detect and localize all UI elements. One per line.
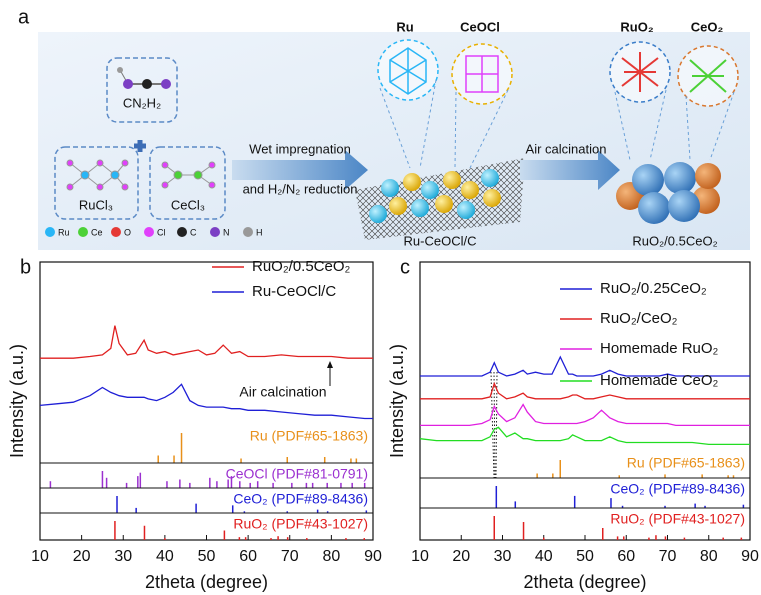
x-tick-label: 90	[741, 548, 759, 565]
element-label: Ru	[58, 227, 70, 237]
element-label: H	[256, 227, 263, 237]
sample-label: Ru-CeOCl/C	[404, 233, 477, 248]
x-tick-label: 80	[322, 548, 340, 565]
panel-label: b	[20, 256, 31, 278]
legend-label: Homemade RuO₂	[600, 340, 719, 357]
element-label: O	[124, 227, 131, 237]
legend-label: RuO₂/CeO₂	[600, 310, 678, 327]
reference-label: Ru (PDF#65-1863)	[250, 428, 368, 444]
x-tick-label: 80	[700, 548, 718, 565]
x-tick-label: 90	[364, 548, 382, 565]
legend-label: RuO₂/0.25CeO₂	[600, 280, 707, 297]
phase-label: CeO₂	[691, 19, 724, 34]
x-tick-label: 40	[156, 548, 174, 565]
reagent-label: RuCl₃	[79, 197, 113, 212]
x-axis-label: 2theta (degree)	[523, 572, 646, 592]
step-label: Air calcination	[526, 141, 607, 156]
x-tick-label: 70	[281, 548, 299, 565]
reference-label: CeO₂ (PDF#89-8436)	[233, 491, 368, 507]
x-tick-label: 50	[198, 548, 216, 565]
plot-frame	[420, 262, 750, 540]
y-axis-label: Intensity (a.u.)	[387, 344, 407, 458]
x-tick-label: 30	[494, 548, 512, 565]
x-tick-label: 30	[114, 548, 132, 565]
element-swatch	[243, 227, 253, 237]
step-label: and H₂/N₂ reduction	[243, 181, 358, 196]
reference-label: CeOCl (PDF#81-0791)	[226, 466, 368, 482]
phase-label: Ru	[396, 19, 413, 34]
element-label: Cl	[157, 227, 166, 237]
x-tick-label: 60	[239, 548, 257, 565]
sample-label: RuO₂/0.5CeO₂	[632, 233, 717, 248]
element-swatch	[45, 227, 55, 237]
element-label: N	[223, 227, 230, 237]
panel-label: c	[400, 256, 410, 278]
x-tick-label: 20	[73, 548, 91, 565]
reference-label: RuO₂ (PDF#43-1027)	[233, 516, 368, 532]
x-tick-label: 10	[31, 548, 49, 565]
element-swatch	[177, 227, 187, 237]
annotation-arrowhead	[327, 361, 333, 368]
figure: a CN₂H₂ RuCl₃ CeCl₃ Wet impregnation and…	[0, 0, 761, 595]
reagent-label: CeCl₃	[171, 197, 205, 212]
legend-label: RuO₂/0.5CeO₂	[252, 258, 351, 275]
xrd-curve	[420, 427, 750, 444]
x-tick-label: 70	[659, 548, 677, 565]
x-tick-label: 40	[535, 548, 553, 565]
x-axis-label: 2theta (degree)	[145, 572, 268, 592]
x-tick-label: 60	[617, 548, 635, 565]
x-tick-label: 20	[452, 548, 470, 565]
reagent-label: CN₂H₂	[123, 95, 161, 110]
x-tick-label: 50	[576, 548, 594, 565]
element-swatch	[210, 227, 220, 237]
element-swatch	[144, 227, 154, 237]
phase-label: RuO₂	[620, 19, 653, 34]
legend-label: Ru-CeOCl/C	[252, 283, 336, 300]
reference-label: Ru (PDF#65-1863)	[627, 455, 745, 471]
reference-label: RuO₂ (PDF#43-1027)	[610, 511, 745, 527]
step-label: Wet impregnation	[249, 141, 351, 156]
xrd-curve	[420, 405, 750, 426]
element-label: C	[190, 227, 197, 237]
element-label: Ce	[91, 227, 103, 237]
element-swatch	[111, 227, 121, 237]
y-axis-label: Intensity (a.u.)	[7, 344, 27, 458]
element-swatch	[78, 227, 88, 237]
x-tick-label: 10	[411, 548, 429, 565]
annotation: Air calcination	[239, 384, 326, 400]
panel-label: a	[18, 6, 30, 28]
phase-label: CeOCl	[460, 19, 500, 34]
xrd-curve	[40, 326, 373, 359]
legend-label: Homemade CeO₂	[600, 372, 719, 389]
reference-label: CeO₂ (PDF#89-8436)	[610, 481, 745, 497]
